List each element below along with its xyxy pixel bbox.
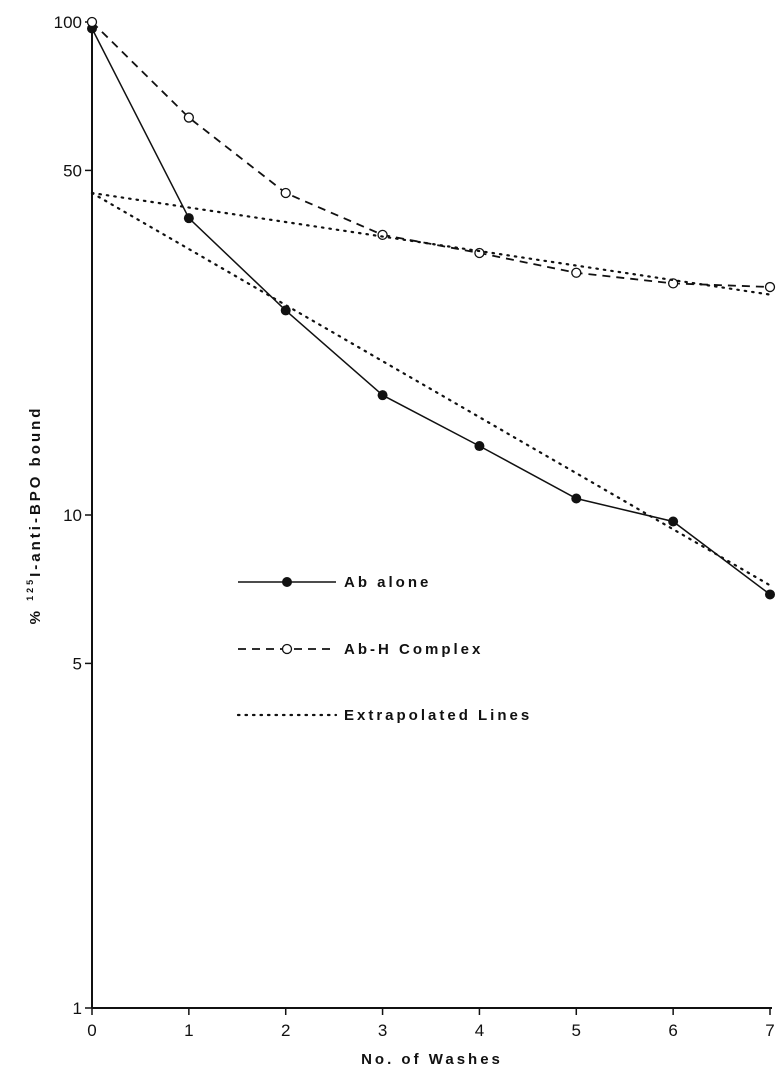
legend-item-ab-alone: Ab alone	[238, 574, 431, 591]
legend-label-ab-h-complex: Ab-H Complex	[344, 641, 483, 658]
data-point-ab-h-complex	[86, 16, 98, 28]
x-tick-label: 3	[378, 1021, 387, 1040]
legend-label-extrapolated-lines: Extrapolated Lines	[344, 707, 532, 724]
data-point-ab-alone	[377, 390, 388, 401]
x-tick-label: 6	[668, 1021, 677, 1040]
y-tick-label: 10	[63, 506, 82, 525]
data-point-ab-h-complex	[280, 187, 291, 199]
x-ticks: 0 1 2 3 4 5 6 7	[87, 1008, 775, 1040]
data-point-ab-alone	[183, 213, 194, 224]
data-point-ab-h-complex	[764, 281, 776, 293]
data-point-ab-alone	[280, 305, 291, 316]
x-tick-label: 2	[281, 1021, 290, 1040]
y-axis-title: % 125I-anti-BPO bound	[25, 406, 44, 625]
series-line-extrapolated-lines-1	[90, 191, 772, 587]
legend-marker-ab-h-complex	[281, 643, 293, 655]
data-point-ab-h-complex	[571, 267, 582, 278]
series-layer	[86, 16, 776, 600]
y-tick-label: 50	[63, 161, 82, 180]
data-point-ab-alone	[474, 441, 485, 452]
legend-item-ab-h-complex: Ab-H Complex	[238, 641, 483, 658]
data-point-ab-h-complex	[667, 278, 679, 289]
legend-marker-ab-alone	[282, 577, 292, 587]
y-axis-title-main: I-anti-BPO bound	[27, 406, 44, 577]
x-tick-label: 4	[475, 1021, 484, 1040]
x-tick-label: 0	[87, 1021, 96, 1040]
data-point-ab-alone	[668, 516, 679, 527]
legend-item-extrapolated-lines: Extrapolated Lines	[236, 707, 532, 724]
data-point-ab-alone	[765, 589, 775, 600]
data-point-ab-alone	[571, 493, 582, 504]
series-line-ab-alone	[91, 28, 771, 595]
x-tick-label: 1	[184, 1021, 193, 1040]
y-axis-title-prefix: %	[27, 601, 44, 625]
data-point-ab-h-complex	[377, 229, 388, 241]
y-tick-label: 5	[73, 654, 82, 673]
series-line-extrapolated-lines-0	[90, 191, 772, 296]
x-tick-label: 5	[572, 1021, 581, 1040]
data-point-ab-h-complex	[183, 112, 195, 123]
x-tick-label: 7	[765, 1021, 774, 1040]
x-axis-title: No. of Washes	[361, 1051, 503, 1068]
data-point-ab-h-complex	[474, 247, 485, 259]
y-tick-label: 100	[54, 13, 82, 32]
y-ticks: 1 5 10 50 100	[54, 13, 92, 1018]
y-axis-title-superscript: 125	[25, 577, 35, 601]
axes	[91, 22, 772, 1009]
legend-label-ab-alone: Ab alone	[344, 574, 431, 591]
series-line-ab-h-complex	[91, 21, 771, 288]
legend: Ab alone Ab-H Complex Extrapolated Lines	[236, 574, 532, 724]
y-tick-label: 1	[73, 999, 82, 1018]
